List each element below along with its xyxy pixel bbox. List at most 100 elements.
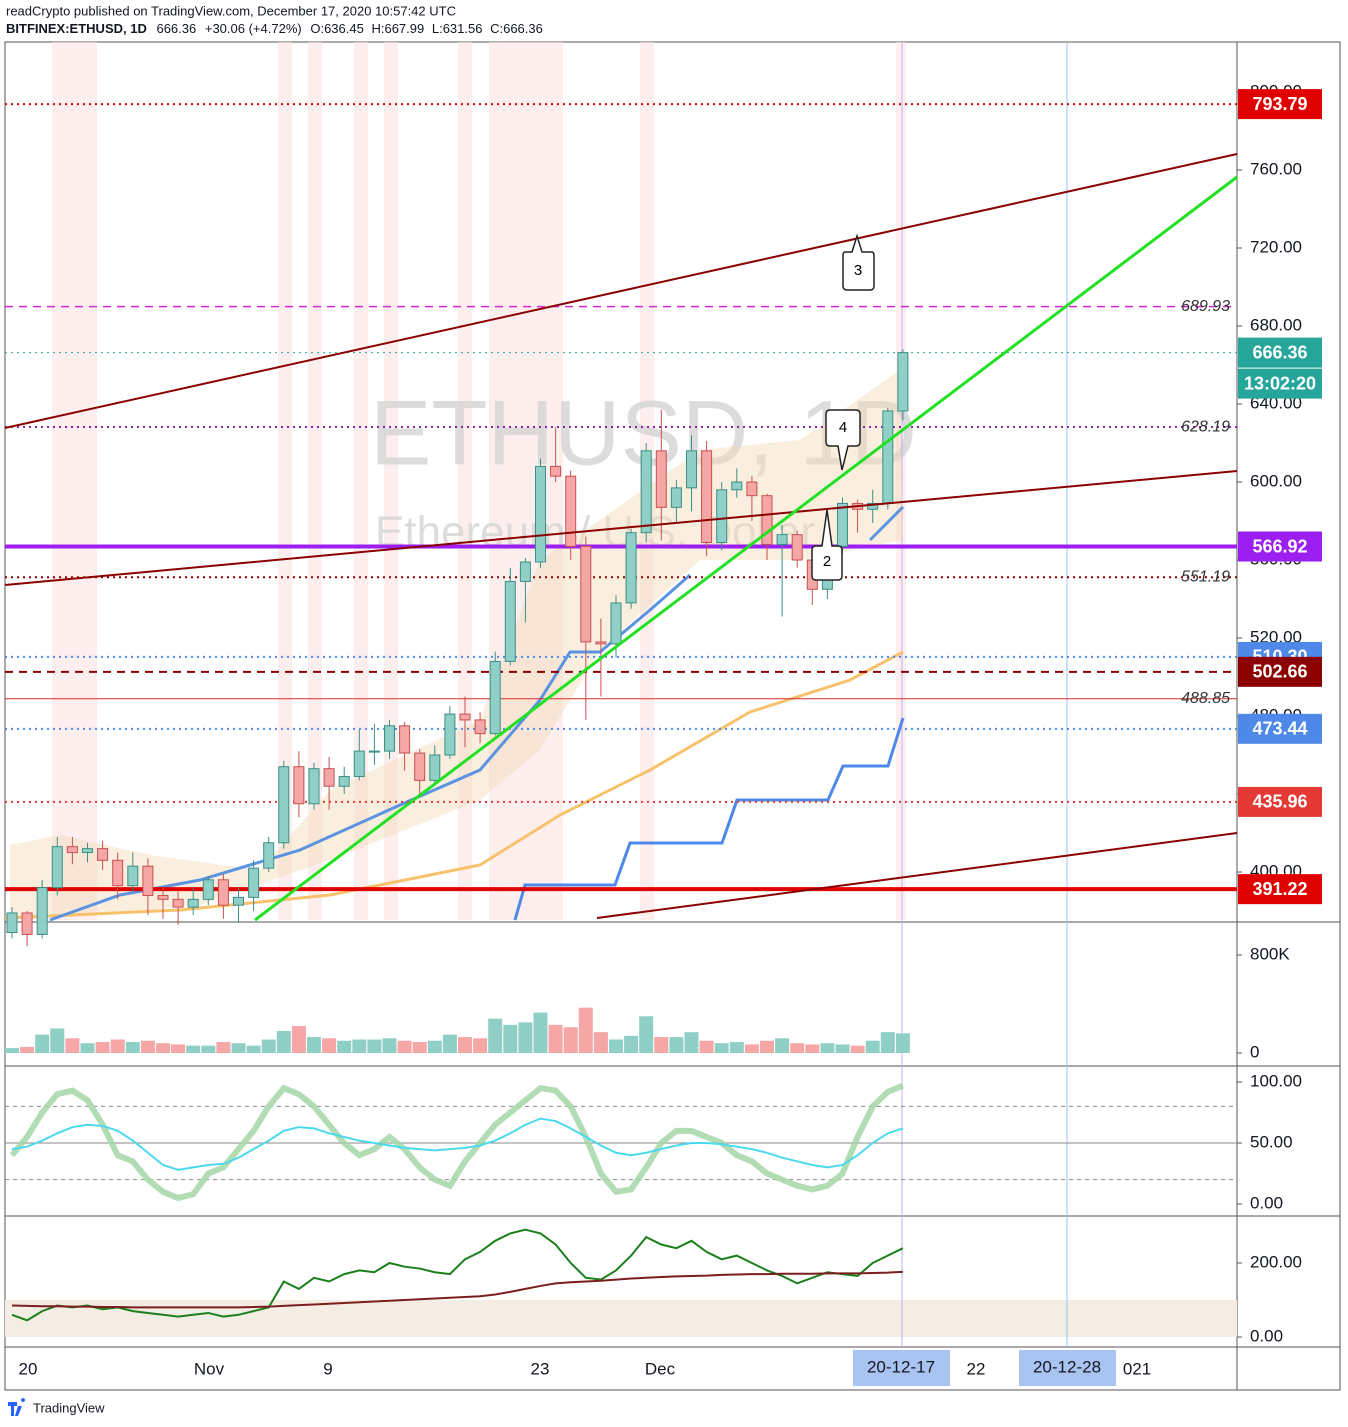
level-label: 435.96 — [1252, 792, 1307, 812]
volume-bar — [367, 1039, 382, 1053]
x-tick-label: 9 — [323, 1359, 332, 1378]
candle-body — [233, 896, 244, 906]
volume-bar — [533, 1012, 548, 1053]
candle-body — [489, 660, 501, 735]
candle-body — [293, 766, 305, 805]
volume-bar — [895, 1033, 910, 1053]
y-tick-label: 100.00 — [1250, 1072, 1302, 1091]
volume-bar — [473, 1038, 488, 1053]
symbol-line: BITFINEX:ETHUSD, 1D 666.36 +30.06 (+4.72… — [6, 21, 543, 36]
volume-bar — [171, 1044, 186, 1053]
level-label-box — [1238, 337, 1322, 368]
candle-body — [127, 865, 139, 887]
y-tick-label: 0 — [1250, 1042, 1259, 1061]
y-tick-label: 680.00 — [1250, 315, 1302, 334]
candle-body — [535, 465, 546, 563]
volume-bar — [5, 1048, 19, 1053]
candle-body — [6, 912, 18, 933]
crosshair-label: 20-12-17 — [867, 1357, 935, 1376]
candle-body — [21, 912, 33, 935]
crosshair-label-box — [1019, 1350, 1116, 1386]
volume-bar — [654, 1037, 669, 1053]
level-label: 628.19 — [1181, 418, 1230, 435]
trend-line — [4, 470, 1238, 586]
x-tick-label: 23 — [531, 1359, 550, 1378]
candle-body — [338, 775, 350, 787]
level-label: 793.79 — [1252, 94, 1307, 114]
candle-body — [278, 766, 290, 844]
volume-bar — [609, 1039, 623, 1053]
volume-bar — [458, 1037, 472, 1053]
candle-body — [640, 450, 652, 534]
y-tick-label: 50.00 — [1250, 1133, 1293, 1152]
volume-bar — [518, 1022, 533, 1053]
candle-body — [701, 450, 713, 543]
candle-body — [172, 898, 184, 908]
volume-bar — [624, 1035, 639, 1053]
candle-body — [625, 532, 637, 604]
volume-bar — [156, 1043, 170, 1053]
volume-bar — [65, 1038, 80, 1053]
volume-bar — [412, 1041, 427, 1053]
candle-body — [686, 450, 697, 489]
indicators — [5, 1007, 1237, 1322]
candle-body — [655, 450, 667, 508]
volume-bar — [835, 1044, 850, 1053]
highlight-bands — [52, 42, 906, 920]
volume-bar — [397, 1040, 412, 1053]
frame — [4, 41, 1341, 1391]
candle-body — [897, 352, 909, 412]
candle-body — [867, 502, 879, 510]
trend-line — [4, 153, 1238, 429]
candle-body — [187, 898, 199, 908]
volume-bar — [578, 1007, 593, 1053]
indicator-line — [11, 1270, 903, 1309]
volume-bar — [548, 1024, 563, 1053]
candle-body — [202, 879, 214, 900]
y-tick-label: 520.00 — [1250, 628, 1302, 647]
candle-body — [504, 580, 516, 662]
candle-body — [882, 410, 894, 504]
indicator-line — [11, 1117, 904, 1171]
volume-bar — [563, 1027, 578, 1053]
x-tick-label: Dec — [645, 1359, 676, 1378]
volume-bar — [382, 1038, 397, 1053]
volume-bar — [699, 1040, 714, 1053]
x-tick-label: 021 — [1123, 1359, 1151, 1378]
volume-bar — [35, 1034, 50, 1053]
volume-bar — [790, 1043, 805, 1053]
volume-bar — [216, 1041, 231, 1053]
volume-bar — [684, 1032, 699, 1053]
x-tick-label: Nov — [194, 1359, 225, 1378]
volume-bar — [201, 1045, 216, 1053]
volume-bar — [276, 1030, 291, 1053]
volume-bar — [488, 1018, 503, 1053]
volume-bar — [322, 1038, 337, 1053]
candle-body — [112, 859, 124, 887]
pane-separators — [5, 42, 1340, 1390]
candle-body — [761, 495, 773, 545]
level-label-box — [1238, 874, 1322, 905]
volume-bar — [744, 1044, 759, 1053]
candle-body — [399, 725, 411, 754]
candle-body — [565, 475, 577, 547]
candle-body — [731, 481, 743, 491]
candle-body — [776, 534, 788, 545]
candle-body — [384, 725, 395, 752]
level-label: 551.19 — [1181, 568, 1230, 585]
level-label: 502.66 — [1252, 662, 1307, 682]
trend-line — [254, 175, 1238, 922]
volume-bar — [593, 1032, 608, 1053]
crosshair-label-box — [853, 1350, 950, 1386]
candle-body — [837, 502, 848, 547]
y-tick-label: 760.00 — [1250, 159, 1302, 178]
candle-body — [519, 561, 531, 582]
candle-body — [51, 846, 63, 889]
volume-bar — [186, 1045, 201, 1053]
oscillator-band — [5, 1300, 1237, 1337]
volume-bar — [246, 1045, 261, 1053]
volume-bar — [261, 1039, 276, 1053]
level-label: 566.92 — [1252, 536, 1307, 556]
volume-bar — [729, 1041, 744, 1053]
